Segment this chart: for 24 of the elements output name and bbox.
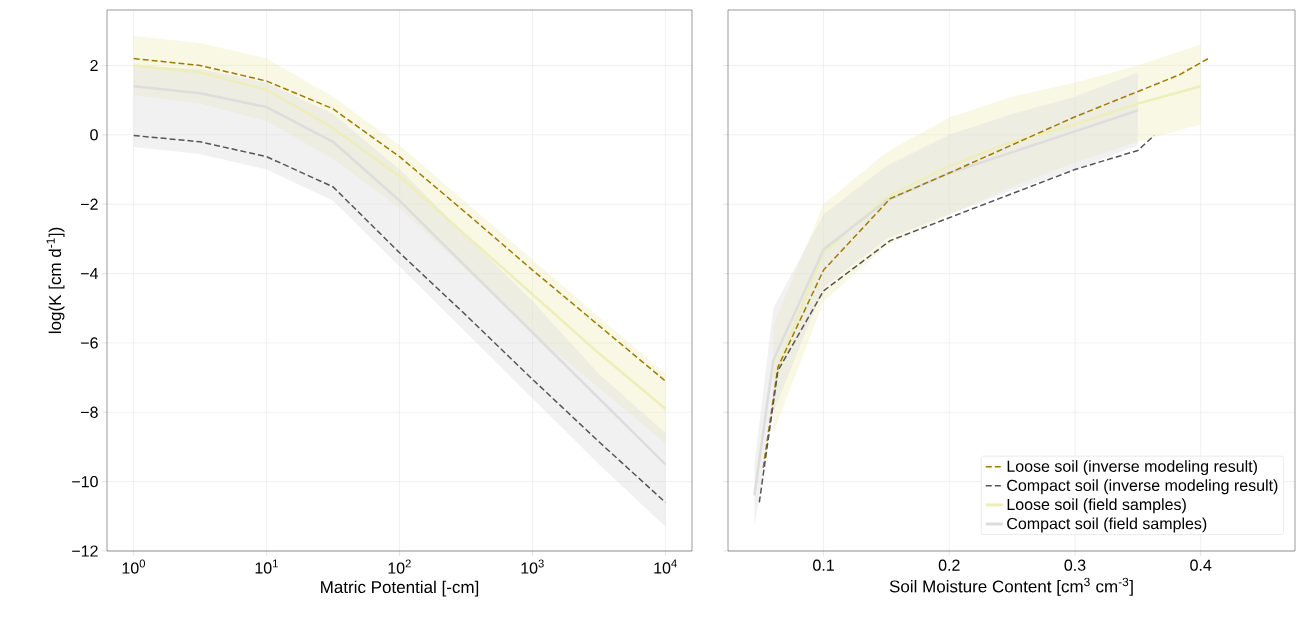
x-tick-label: 0.4: [1190, 559, 1212, 571]
x-axis-title: Matric Potential [-cm]: [321, 580, 479, 597]
y-tick-label: 2: [90, 59, 98, 72]
y-tick-label: −12: [72, 545, 98, 557]
y-tick-label: 0: [90, 129, 98, 141]
x-tick-label: 10$^{2}$: [388, 559, 411, 574]
legend-label: Compact soil (inverse modeling result): [1007, 479, 1278, 495]
y-tick-label: −2: [81, 198, 98, 210]
x-tick-label: 10$^{3}$: [521, 559, 544, 574]
legend-label: Loose soil (inverse modeling result): [1007, 460, 1257, 476]
y-tick-label: −10: [72, 475, 98, 488]
legend-label: Compact soil (field samples): [1007, 517, 1207, 533]
x-tick-label: 10$^{4}$: [654, 559, 677, 574]
x-tick-label: 10$^{1}$: [255, 559, 278, 574]
x-tick-label: 0.2: [938, 559, 960, 571]
x-tick-label: 0.1: [813, 559, 834, 571]
legend-label: Loose soil (field samples): [1007, 498, 1186, 514]
x-tick-label: 10$^{0}$: [122, 559, 146, 574]
x-axis-title: Soil Moisture Content [cm$^{3}$ cm$^{-3}$]: [889, 577, 1133, 596]
y-tick-label: −8: [81, 406, 98, 418]
y-tick-label: −6: [81, 337, 98, 349]
y-tick-label: −4: [81, 268, 99, 280]
x-tick-label: 0.3: [1064, 559, 1086, 571]
y-axis-title: log(K [cm d$^{-1}$]): [46, 227, 65, 334]
